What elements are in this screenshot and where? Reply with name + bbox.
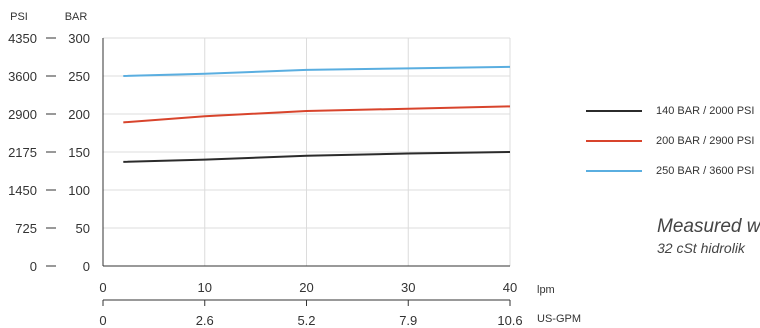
usgpm-axis-unit: US-GPM (537, 313, 581, 325)
legend-item-140-bar: 140 BAR / 2000 PSI (586, 96, 754, 126)
usgpm-tick-label: 0 (99, 313, 106, 328)
lpm-axis-unit: lpm (537, 284, 555, 296)
lpm-tick-label: 0 (99, 280, 106, 295)
usgpm-tick-label: 10.6 (497, 313, 522, 328)
legend-item-200-bar: 200 BAR / 2900 PSI (586, 126, 754, 156)
series-line-1 (123, 105, 511, 124)
axis-lines (46, 37, 511, 306)
bar-axis-unit: BAR (65, 11, 88, 23)
bar-tick-label: 250 (68, 69, 90, 84)
bar-tick-label: 200 (68, 107, 90, 122)
psi-tick-label: 725 (15, 221, 37, 236)
legend-swatch (586, 140, 642, 142)
usgpm-tick-label: 7.9 (399, 313, 417, 328)
grid (103, 37, 511, 266)
lpm-tick-label: 30 (401, 280, 415, 295)
psi-tick-label: 2900 (8, 107, 37, 122)
legend-item-250-bar: 250 BAR / 3600 PSI (586, 156, 754, 186)
bar-tick-label: 100 (68, 183, 90, 198)
usgpm-tick-label: 2.6 (196, 313, 214, 328)
psi-tick-label: 4350 (8, 31, 37, 46)
psi-axis-unit: PSI (10, 11, 28, 23)
lpm-tick-label: 20 (299, 280, 313, 295)
measurement-note: Measured w 32 cSt hidrolik (657, 216, 760, 256)
legend-label: 200 BAR / 2900 PSI (656, 135, 755, 147)
lpm-tick-label: 10 (198, 280, 212, 295)
note-line-1: Measured w (657, 216, 760, 237)
series-line-0 (123, 151, 511, 163)
psi-tick-label: 0 (30, 259, 37, 274)
legend-label: 140 BAR / 2000 PSI (656, 105, 755, 117)
note-line-2: 32 cSt hidrolik (657, 240, 745, 256)
bar-tick-label: 50 (76, 221, 90, 236)
legend-swatch (586, 170, 642, 172)
psi-tick-label: 2175 (8, 145, 37, 160)
legend-label: 250 BAR / 3600 PSI (656, 165, 755, 177)
bar-tick-label: 150 (68, 145, 90, 160)
series-group (123, 65, 511, 163)
bar-tick-label: 0 (83, 259, 90, 274)
psi-tick-label: 1450 (8, 183, 37, 198)
series-line-2 (123, 65, 511, 77)
legend: 140 BAR / 2000 PSI 200 BAR / 2900 PSI 25… (586, 96, 754, 186)
lpm-tick-label: 40 (503, 280, 517, 295)
legend-swatch (586, 110, 642, 112)
bar-tick-label: 300 (68, 31, 90, 46)
ticks-group: 0050725100145015021752002900250360030043… (8, 31, 523, 328)
usgpm-tick-label: 5.2 (297, 313, 315, 328)
psi-tick-label: 3600 (8, 69, 37, 84)
